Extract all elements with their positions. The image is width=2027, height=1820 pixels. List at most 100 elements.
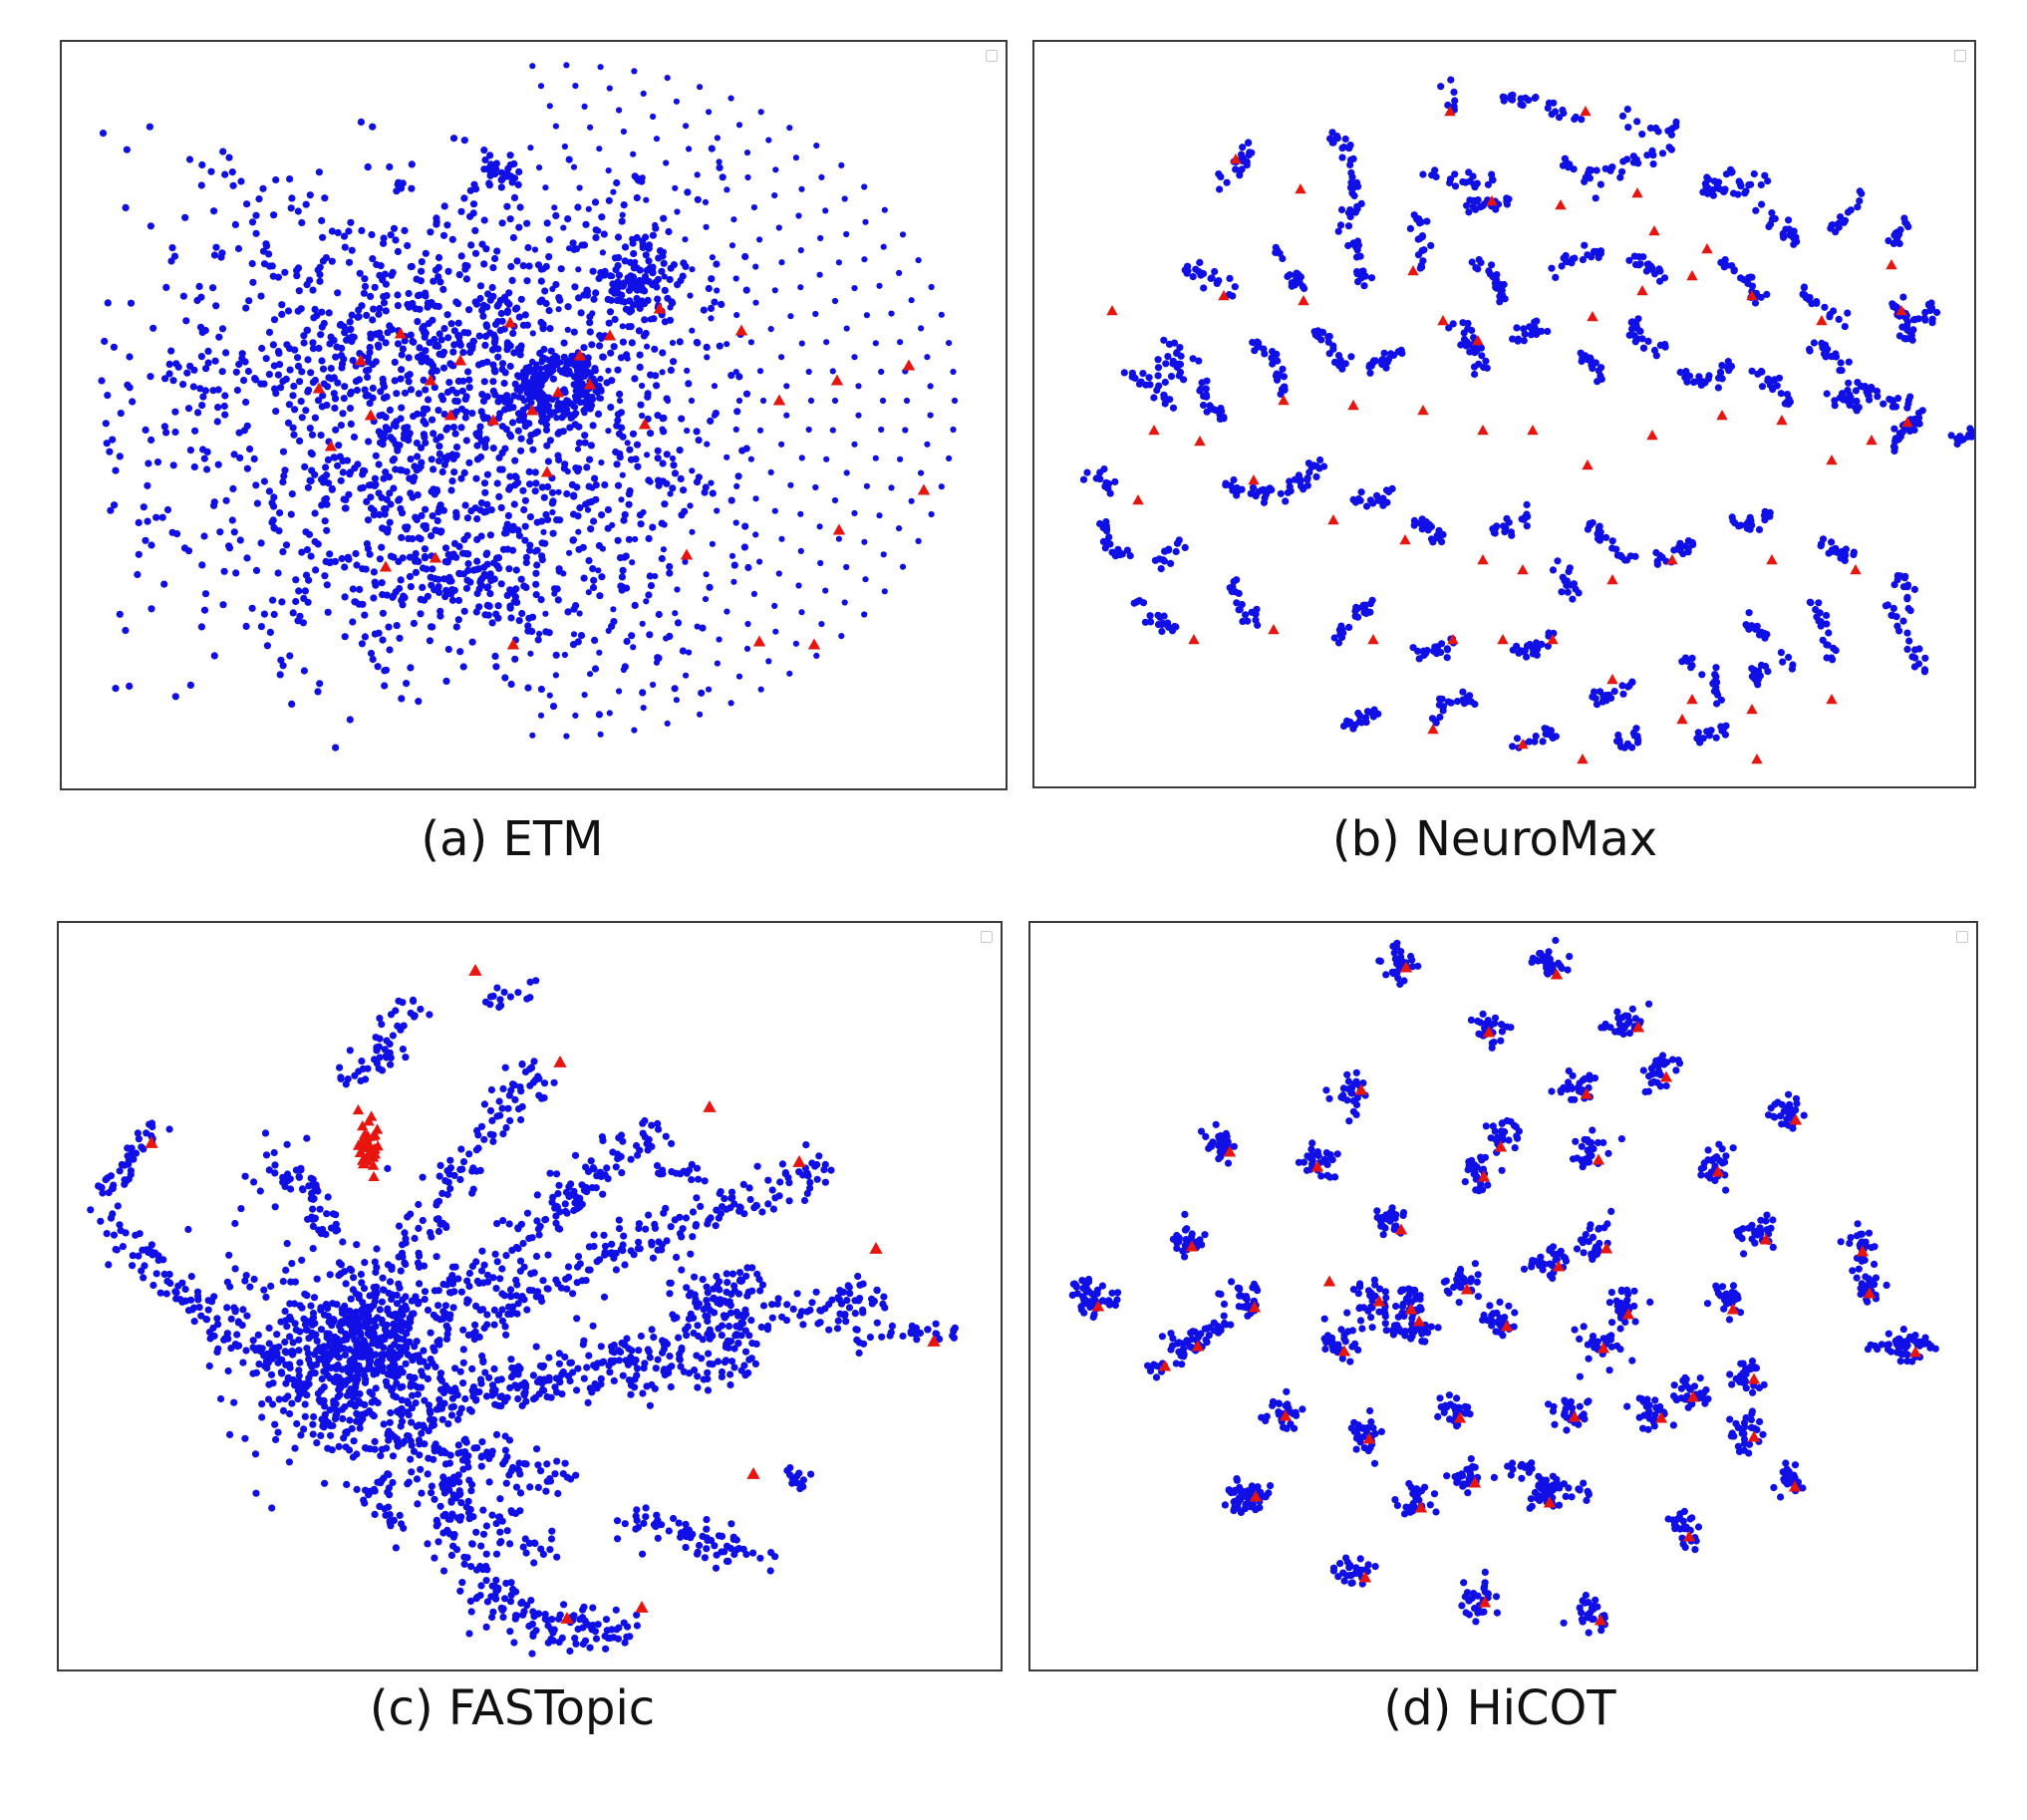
- word-point: [756, 558, 763, 565]
- word-point: [328, 227, 336, 235]
- word-point: [843, 230, 850, 238]
- word-point: [693, 428, 701, 436]
- word-point: [571, 421, 579, 429]
- word-point: [1345, 623, 1353, 632]
- word-point: [450, 468, 458, 476]
- word-point: [831, 397, 839, 405]
- word-point: [480, 570, 488, 578]
- word-point: [390, 592, 398, 600]
- word-point: [405, 354, 413, 362]
- word-point: [484, 290, 492, 298]
- word-point: [317, 1304, 325, 1312]
- word-point: [285, 401, 293, 409]
- word-point: [379, 1286, 387, 1294]
- word-point: [1347, 168, 1355, 176]
- word-point: [373, 1289, 381, 1297]
- word-point: [342, 1443, 350, 1451]
- word-point: [250, 455, 258, 462]
- word-point: [1451, 170, 1459, 178]
- word-point: [575, 528, 582, 535]
- word-point: [505, 340, 513, 349]
- word-point: [590, 517, 598, 525]
- word-point: [1895, 627, 1903, 635]
- word-point: [186, 447, 194, 455]
- word-point: [1338, 153, 1346, 161]
- word-point: [1838, 367, 1846, 375]
- word-point: [599, 249, 607, 256]
- word-point: [431, 490, 438, 498]
- word-point: [1765, 222, 1773, 230]
- word-point: [536, 630, 543, 638]
- word-point: [771, 507, 778, 514]
- word-point: [343, 336, 351, 344]
- word-point: [624, 440, 631, 447]
- word-point: [367, 292, 375, 300]
- word-point: [1471, 349, 1479, 357]
- topic-marker: [525, 404, 539, 416]
- word-point: [616, 397, 624, 405]
- word-point: [660, 414, 668, 422]
- word-point: [334, 379, 342, 387]
- word-point: [654, 455, 662, 462]
- word-point: [704, 354, 711, 361]
- word-point: [507, 262, 515, 271]
- word-point: [485, 181, 493, 189]
- word-point: [663, 159, 670, 166]
- word-point: [468, 1189, 476, 1197]
- word-point: [253, 499, 261, 507]
- word-point: [214, 1345, 222, 1353]
- word-point: [487, 169, 495, 177]
- word-point: [585, 205, 592, 212]
- word-point: [234, 244, 243, 253]
- word-point: [807, 397, 815, 405]
- word-point: [480, 216, 488, 224]
- word-point: [460, 137, 468, 145]
- word-point: [376, 555, 384, 563]
- word-point: [576, 184, 583, 191]
- word-point: [1126, 552, 1134, 560]
- word-point: [1735, 177, 1743, 185]
- word-point: [523, 383, 530, 390]
- word-point: [1168, 627, 1177, 635]
- word-point: [1216, 415, 1224, 423]
- word-point: [226, 1430, 234, 1438]
- topic-marker: [1367, 634, 1379, 645]
- word-point: [527, 145, 534, 152]
- word-point: [1624, 683, 1632, 691]
- word-point: [482, 436, 490, 444]
- word-point: [132, 1149, 141, 1157]
- word-point: [187, 1296, 195, 1304]
- word-point: [1840, 218, 1848, 226]
- word-point: [1699, 735, 1707, 743]
- word-point: [1910, 585, 1918, 594]
- word-point: [1964, 433, 1972, 441]
- word-point: [437, 336, 445, 344]
- word-point: [645, 591, 653, 599]
- word-point: [427, 623, 435, 631]
- word-point: [618, 586, 626, 594]
- word-point: [586, 319, 594, 327]
- word-point: [580, 407, 587, 414]
- word-point: [1751, 671, 1759, 679]
- word-point: [298, 548, 306, 556]
- topic-marker: [830, 374, 844, 386]
- word-point: [570, 491, 578, 499]
- word-point: [135, 550, 143, 558]
- word-point: [480, 479, 489, 487]
- word-point: [765, 658, 772, 665]
- word-point: [1714, 384, 1722, 392]
- word-point: [534, 636, 542, 644]
- word-point: [472, 300, 481, 308]
- word-point: [215, 333, 223, 341]
- word-point: [524, 627, 532, 635]
- word-point: [352, 598, 360, 606]
- word-point: [367, 330, 375, 338]
- word-point: [638, 297, 646, 305]
- word-point: [1843, 395, 1851, 403]
- word-point: [566, 424, 574, 432]
- word-point: [664, 294, 672, 302]
- word-point: [1274, 246, 1282, 254]
- word-point: [498, 360, 507, 368]
- word-point: [393, 418, 401, 426]
- word-point: [345, 1321, 353, 1329]
